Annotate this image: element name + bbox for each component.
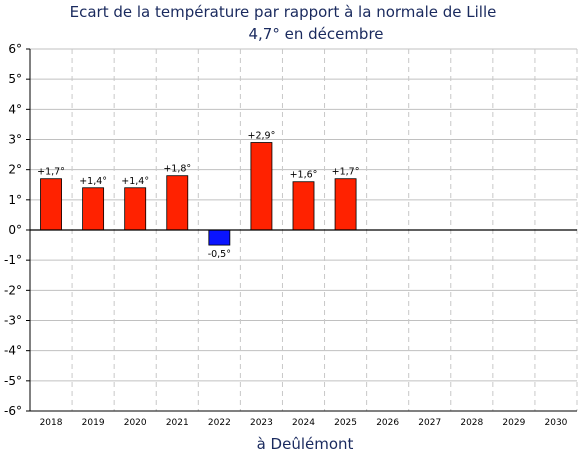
- bars: [40, 142, 357, 246]
- y-tick-label: 3°: [8, 133, 22, 147]
- data-labels: +1,7° +1,4° +1,4° +1,8° -0,5° +2,9° +1,6° +1,7°: [37, 131, 359, 261]
- x-tick-label: 2021: [166, 418, 189, 428]
- y-tick-label: -1°: [4, 253, 22, 267]
- x-tick-label: 2018: [40, 418, 63, 428]
- x-tick-label: 2026: [376, 418, 399, 428]
- bar: [292, 181, 315, 231]
- bar: [208, 229, 231, 246]
- x-tick-label: 2027: [418, 418, 441, 428]
- y-axis-ticks: 6° 5° 4° 3° 2° 1° 0° -1° -2° -3° -4° -5° -6°: [4, 42, 30, 418]
- data-label: +1,7°: [37, 167, 65, 178]
- data-label: +1,7°: [332, 167, 360, 178]
- y-tick-label: 6°: [8, 42, 22, 56]
- y-tick-label: -6°: [4, 404, 22, 418]
- bar: [40, 178, 62, 231]
- x-tick-label: 2029: [502, 418, 525, 428]
- y-tick-label: 1°: [8, 193, 22, 207]
- data-label: +1,8°: [163, 164, 191, 175]
- data-label: +1,4°: [79, 176, 107, 187]
- bar: [82, 187, 105, 231]
- y-tick-label: -5°: [4, 374, 22, 388]
- y-tick-label: 0°: [8, 223, 22, 237]
- y-tick-label: 4°: [8, 102, 22, 116]
- x-tick-label: 2030: [545, 418, 568, 428]
- data-label: +2,9°: [248, 131, 276, 142]
- y-tick-label: -2°: [4, 283, 22, 297]
- x-tick-label: 2019: [82, 418, 105, 428]
- x-axis-label: à Deûlémont: [257, 435, 354, 453]
- y-tick-label: -3°: [4, 314, 22, 328]
- x-tick-label: 2020: [124, 418, 147, 428]
- y-tick-label: -4°: [4, 344, 22, 358]
- data-label: +1,4°: [121, 176, 149, 187]
- x-tick-label: 2022: [208, 418, 231, 428]
- bar: [124, 187, 147, 231]
- chart-title: Ecart de la température par rapport à la…: [70, 3, 497, 21]
- x-tick-label: 2023: [250, 418, 273, 428]
- data-label: -0,5°: [208, 249, 231, 260]
- bar: [166, 175, 189, 231]
- axes: [29, 49, 577, 412]
- x-tick-label: 2024: [292, 418, 315, 428]
- bar: [334, 178, 357, 231]
- x-axis-ticks: 2018 2019 2020 2021 2022 2023 2024 2025 2026 2027…: [40, 418, 568, 428]
- chart-subtitle: 4,7° en décembre: [248, 25, 383, 43]
- x-tick-label: 2028: [460, 418, 483, 428]
- data-label: +1,6°: [290, 170, 318, 181]
- y-tick-label: 5°: [8, 72, 22, 86]
- y-tick-label: 2°: [8, 163, 22, 177]
- bar: [250, 142, 273, 231]
- x-tick-label: 2025: [334, 418, 357, 428]
